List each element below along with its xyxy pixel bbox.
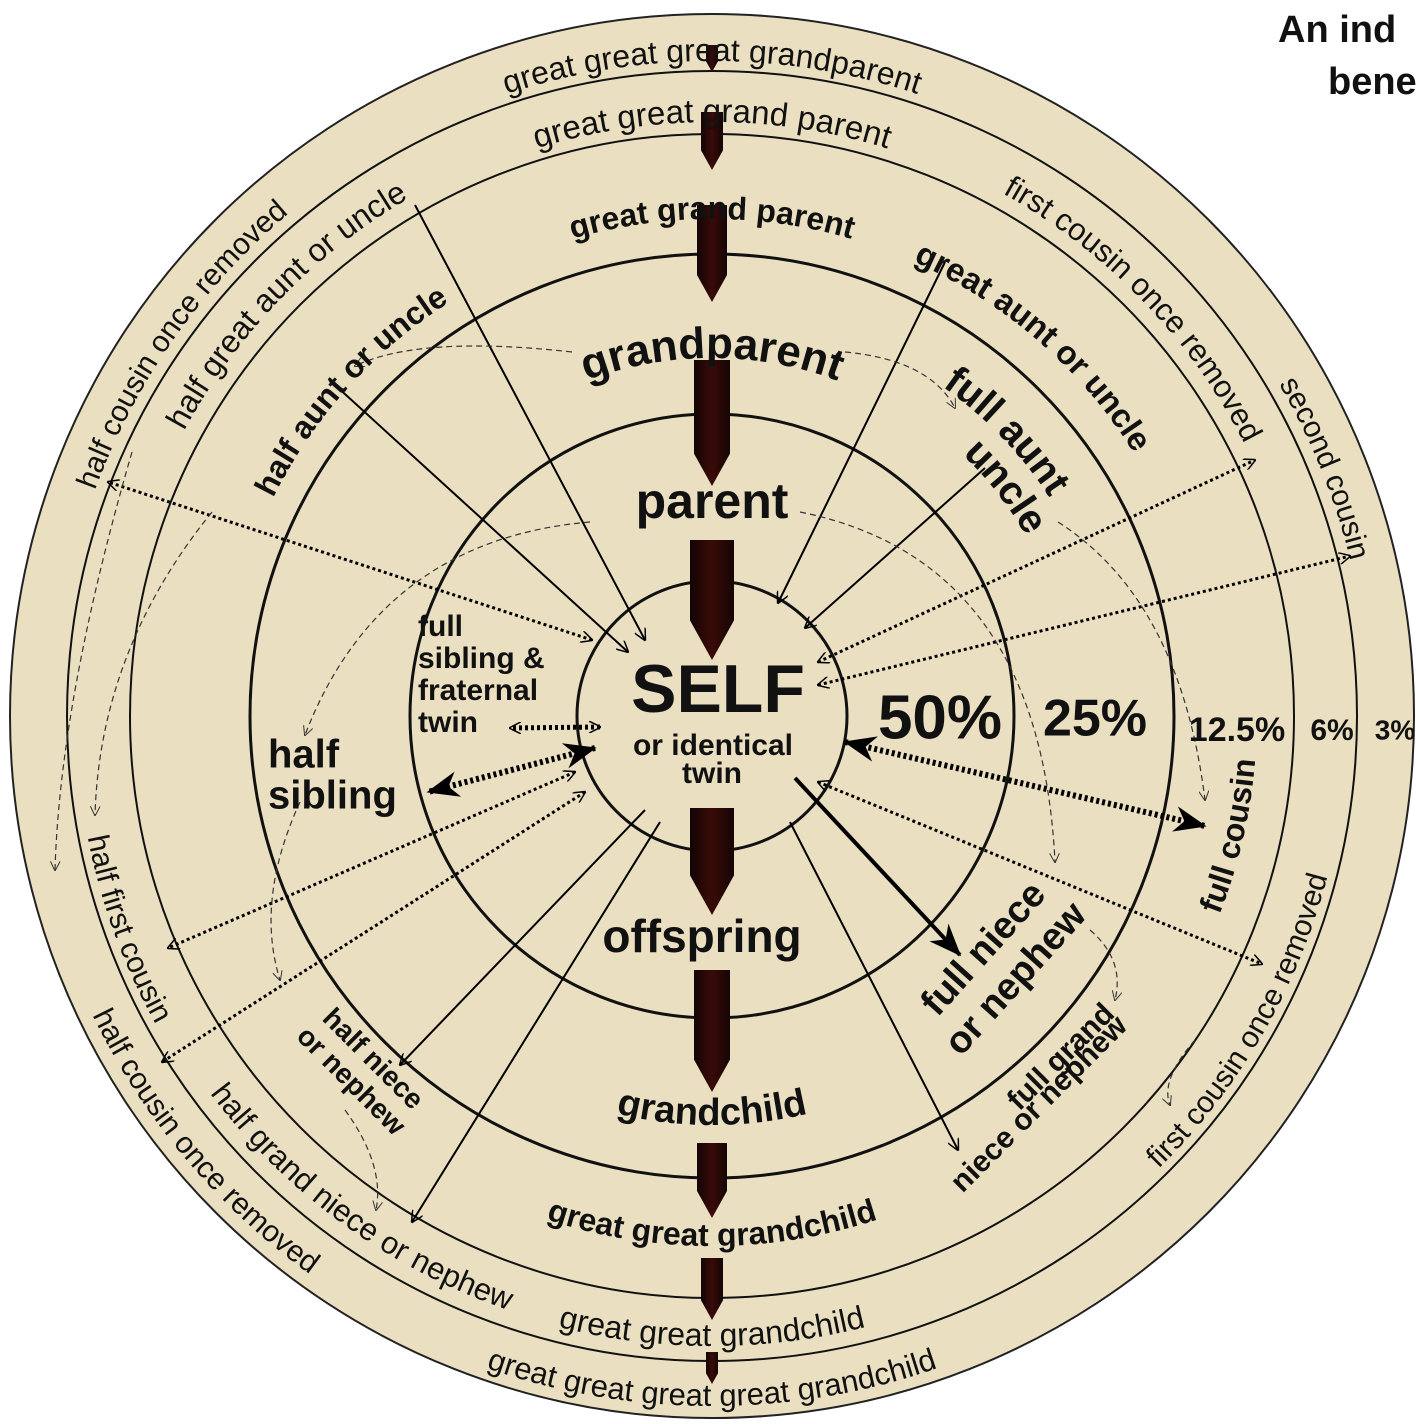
label: 25% bbox=[1043, 690, 1147, 748]
label: 50% bbox=[878, 683, 1002, 752]
dashed-link bbox=[344, 1109, 378, 1210]
label: half bbox=[268, 733, 340, 777]
dotted-arrow bbox=[108, 482, 592, 640]
dashed-link bbox=[1089, 929, 1117, 1000]
label: sibling & bbox=[418, 642, 545, 675]
label: full bbox=[418, 610, 463, 643]
label: sibling bbox=[268, 774, 397, 818]
relation-arrow bbox=[778, 261, 946, 603]
lineage-arrow bbox=[697, 205, 727, 302]
dashed-link bbox=[1057, 521, 1205, 800]
label: offspring bbox=[602, 910, 801, 962]
lineage-arrow bbox=[694, 970, 730, 1092]
lineage-arrow bbox=[690, 540, 734, 660]
label: fraternal bbox=[418, 674, 538, 707]
label: 6% bbox=[1310, 714, 1353, 747]
lineage-arrow bbox=[701, 1258, 723, 1320]
label: twin bbox=[682, 757, 742, 790]
label: or identical bbox=[633, 729, 793, 762]
label: 3% bbox=[1375, 714, 1416, 745]
dotted-arrow bbox=[843, 736, 1207, 832]
dashed-link bbox=[305, 521, 591, 735]
arrows bbox=[55, 45, 1350, 1384]
lineage-arrow bbox=[694, 360, 730, 486]
dashed-link bbox=[95, 511, 213, 815]
label: parent bbox=[636, 473, 789, 529]
label: SELF bbox=[631, 651, 805, 727]
label: twin bbox=[418, 706, 478, 739]
lineage-arrow bbox=[690, 808, 734, 915]
dashed-link bbox=[55, 451, 133, 870]
dashed-link bbox=[1168, 1039, 1196, 1105]
lineage-arrow bbox=[701, 112, 723, 170]
dashed-link bbox=[270, 801, 301, 980]
label: 12.5% bbox=[1189, 711, 1285, 749]
label: bene bbox=[1328, 61, 1416, 103]
label: An ind bbox=[1278, 9, 1396, 51]
dotted-arrow bbox=[426, 743, 597, 797]
lineage-arrow bbox=[706, 1352, 718, 1384]
dashed-link bbox=[844, 351, 955, 408]
dotted-arrow bbox=[818, 556, 1350, 685]
dashed-link bbox=[355, 345, 573, 366]
lineage-arrow bbox=[697, 1143, 727, 1218]
dashed-link bbox=[799, 511, 1055, 862]
lineage-arrow bbox=[706, 45, 718, 72]
relation-arrow bbox=[414, 204, 645, 640]
